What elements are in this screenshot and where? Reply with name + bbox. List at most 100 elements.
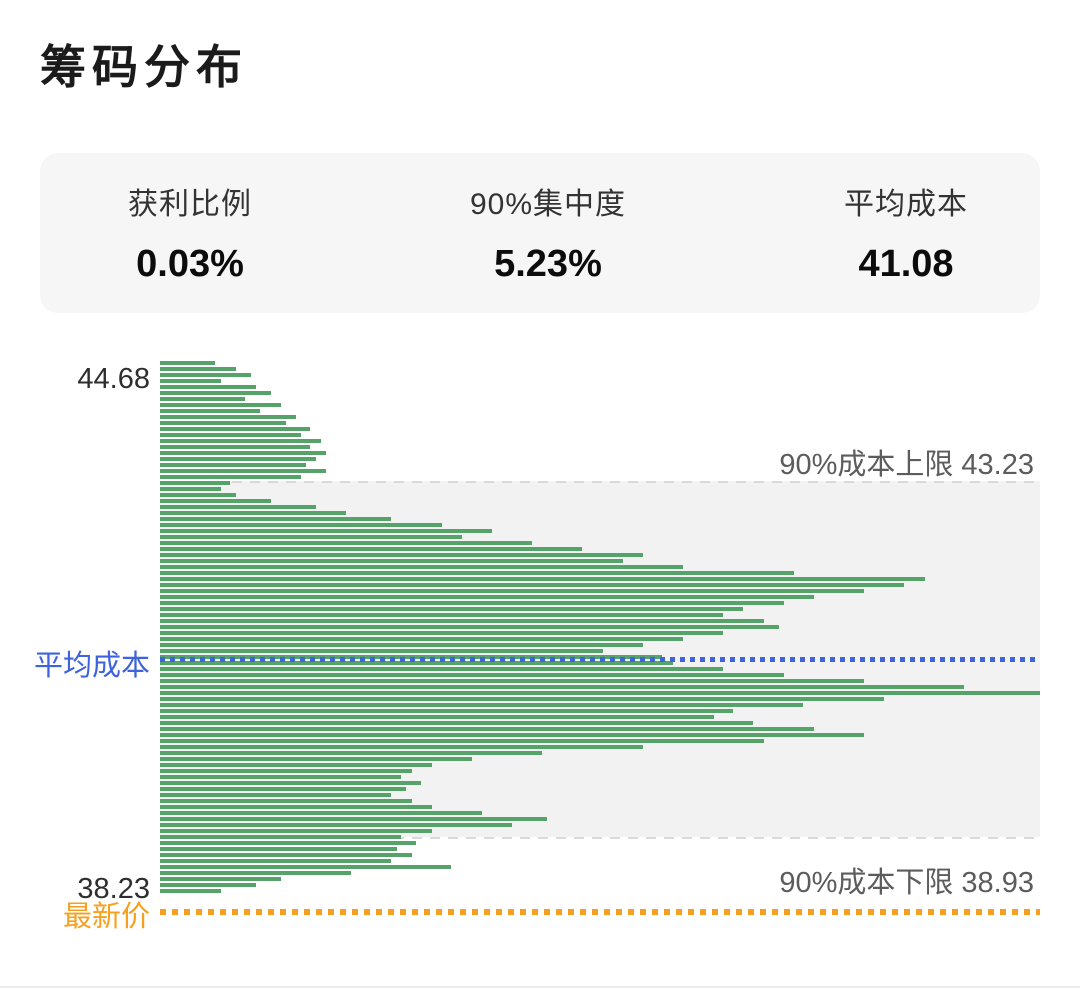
chip-bar (160, 864, 452, 869)
chip-bar (160, 672, 784, 677)
chip-bar (160, 414, 296, 419)
chip-bar (160, 816, 548, 821)
chip-bar (160, 870, 351, 875)
chip-bar (160, 516, 392, 521)
chip-bar (160, 708, 733, 713)
chip-bar (160, 702, 804, 707)
axis-label-bottom-price: 38.23 (77, 872, 150, 905)
chip-bar (160, 786, 407, 791)
chip-bar (160, 852, 412, 857)
chip-bar (160, 882, 256, 887)
chip-bar (160, 492, 236, 497)
chip-bar (160, 444, 311, 449)
chip-bar (160, 486, 221, 491)
page-title: 筹码分布 (40, 41, 248, 93)
chip-bar (160, 648, 603, 653)
stat-concentration-value: 5.23% (494, 243, 602, 286)
stat-profit-ratio: 获利比例 0.03% (128, 179, 252, 286)
chip-bar (160, 564, 683, 569)
chip-bar (160, 522, 442, 527)
chip-bar (160, 780, 422, 785)
chip-bar (160, 372, 251, 377)
chip-chart: 44.68 平均成本 38.23 最新价 90%成本上限 43.23 90%成本… (34, 360, 1040, 933)
chip-bar (160, 750, 542, 755)
bars-container (160, 360, 1040, 923)
chip-bar (160, 888, 221, 893)
stats-card: 获利比例 0.03% 90%集中度 5.23% 平均成本 41.08 (40, 152, 1040, 313)
chip-bar (160, 552, 644, 557)
lower-limit-line (160, 836, 1040, 839)
chip-bar (160, 612, 724, 617)
chip-bar (160, 840, 417, 845)
chip-bar (160, 402, 281, 407)
stat-average-cost: 平均成本 41.08 (844, 179, 968, 286)
stat-profit-ratio-label: 获利比例 (128, 188, 252, 222)
chip-bar (160, 462, 307, 467)
chip-bar (160, 624, 779, 629)
chip-bar (160, 390, 271, 395)
chip-bar (160, 360, 216, 365)
chip-bar (160, 450, 327, 455)
chip-bar (160, 756, 472, 761)
chip-bar (160, 666, 724, 671)
chip-bar (160, 534, 462, 539)
chip-bar (160, 504, 316, 509)
chip-bar (160, 600, 784, 605)
lower-limit-annotation: 90%成本下限 38.93 (779, 866, 1034, 899)
chip-bar (160, 768, 412, 773)
axis-label-average-cost: 平均成本 (33, 649, 150, 682)
axis-label-latest-price: 最新价 (62, 900, 150, 933)
chip-bar (160, 684, 965, 689)
stat-profit-ratio-value: 0.03% (136, 243, 244, 286)
chip-bar (160, 582, 905, 587)
chip-bar (160, 540, 533, 545)
chip-bar (160, 588, 864, 593)
chip-bar (160, 642, 644, 647)
chip-bar (160, 660, 674, 665)
chip-bar (160, 834, 402, 839)
chip-bar (160, 420, 286, 425)
chip-bar (160, 876, 281, 881)
chip-bar (160, 636, 683, 641)
stat-concentration-label: 90%集中度 (469, 188, 627, 222)
upper-limit-annotation: 90%成本上限 43.23 (779, 448, 1034, 481)
chip-bar (160, 846, 397, 851)
chip-bar (160, 396, 246, 401)
chip-bar (160, 828, 432, 833)
chip-bar (160, 630, 724, 635)
chip-bar (160, 804, 432, 809)
chip-bar (160, 690, 1040, 695)
chip-bar (160, 798, 412, 803)
chip-bar (160, 738, 764, 743)
chip-bar (160, 528, 492, 533)
chip-bar (160, 744, 644, 749)
chip-bar (160, 726, 814, 731)
chip-bar (160, 714, 714, 719)
chart-plot-area: 90%成本上限 43.23 90%成本下限 38.93 (160, 360, 1040, 923)
chip-bar (160, 774, 402, 779)
chip-bar (160, 480, 231, 485)
chip-bar (160, 654, 663, 659)
chip-bar (160, 456, 316, 461)
axis-label-top-price: 44.68 (77, 362, 150, 395)
chip-bar (160, 558, 623, 563)
chip-bar (160, 366, 236, 371)
chip-bar (160, 678, 864, 683)
stat-average-cost-value: 41.08 (858, 243, 954, 286)
chip-bar (160, 696, 885, 701)
chip-bar (160, 546, 583, 551)
chip-bar (160, 618, 764, 623)
chip-bar (160, 792, 392, 797)
chip-bar (160, 438, 322, 443)
chip-bar (160, 822, 512, 827)
chip-bar (160, 762, 432, 767)
chip-bar (160, 720, 754, 725)
latest-price-line (160, 908, 1040, 915)
chip-bar (160, 498, 271, 503)
chip-bar (160, 474, 301, 479)
chart-left-axis: 44.68 平均成本 38.23 最新价 (34, 361, 160, 933)
chip-bar (160, 384, 256, 389)
stat-average-cost-label: 平均成本 (843, 188, 968, 222)
chip-bar (160, 432, 301, 437)
